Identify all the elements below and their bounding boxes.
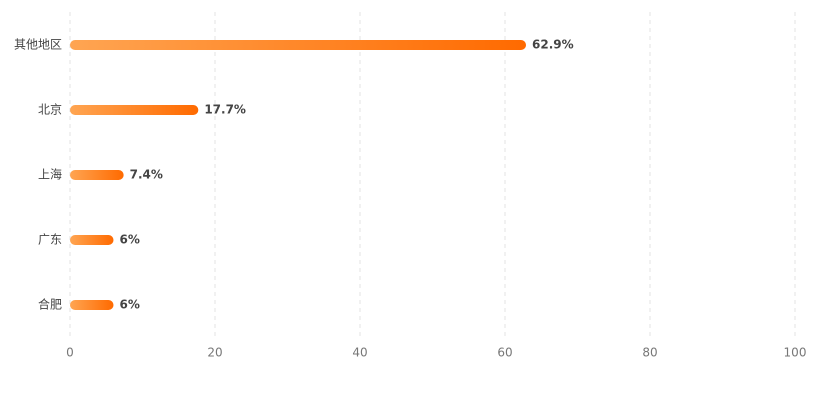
value-label: 62.9% (532, 38, 574, 52)
x-tick-label: 60 (497, 346, 512, 360)
bar (70, 40, 527, 50)
bar (70, 235, 114, 245)
x-tick-label: 20 (207, 346, 222, 360)
value-label: 7.4% (130, 168, 163, 182)
y-tick-label: 上海 (38, 167, 62, 182)
y-tick-label: 合肥 (38, 297, 62, 312)
y-tick-label: 北京 (38, 103, 62, 117)
x-tick-label: 0 (66, 346, 74, 360)
y-tick-label: 其他地区 (14, 38, 62, 52)
x-tick-label: 100 (784, 346, 807, 360)
x-tick-label: 40 (352, 346, 367, 360)
x-tick-label: 80 (642, 346, 657, 360)
value-label: 6% (120, 298, 140, 312)
bar (70, 105, 199, 115)
bar (70, 170, 124, 180)
value-label: 17.7% (204, 103, 246, 117)
value-label: 6% (120, 233, 140, 247)
y-tick-label: 广东 (38, 233, 62, 247)
bar (70, 300, 114, 310)
